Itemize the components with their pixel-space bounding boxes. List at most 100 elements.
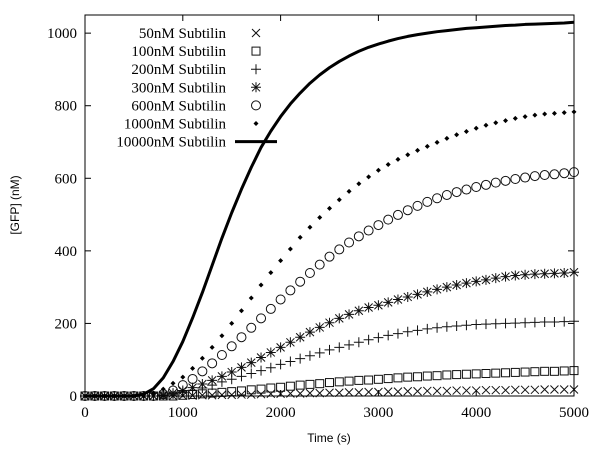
data-point-300nM — [275, 342, 286, 353]
data-point-600nM — [216, 349, 227, 360]
data-point-50nM — [393, 387, 403, 396]
legend-marker-star — [251, 82, 261, 93]
y-tick-label: 800 — [55, 99, 78, 115]
data-point-50nM — [246, 390, 256, 399]
data-point-200nM — [265, 362, 276, 373]
data-point-300nM — [383, 297, 394, 308]
data-point-600nM — [451, 187, 462, 198]
data-point-200nM — [246, 368, 257, 379]
data-point-1000nM — [346, 188, 352, 194]
data-point-300nM — [158, 389, 169, 400]
y-tick-label: 200 — [55, 316, 78, 332]
data-point-200nM — [500, 318, 511, 329]
x-tick-label: 5000 — [559, 405, 589, 421]
data-point-1000nM — [258, 282, 264, 288]
data-point-600nM — [520, 172, 531, 183]
data-point-200nM — [432, 322, 443, 333]
data-point-200nM — [344, 339, 355, 350]
y-axis-label: [GFP] (nM) — [8, 175, 22, 234]
data-point-1000nM — [366, 174, 372, 180]
data-point-1000nM — [248, 295, 254, 301]
data-point-1000nM — [209, 344, 215, 350]
data-point-300nM — [441, 282, 452, 293]
data-point-50nM — [520, 385, 530, 395]
data-point-1000nM — [395, 156, 401, 162]
data-point-300nM — [265, 347, 276, 358]
data-point-50nM — [207, 390, 217, 400]
data-point-50nM — [559, 385, 569, 394]
data-point-1000nM — [415, 147, 421, 153]
data-point-1000nM — [356, 181, 362, 187]
x-axis-label: Time (s) — [307, 431, 351, 445]
data-point-50nM — [452, 386, 461, 395]
data-point-600nM — [549, 169, 560, 180]
data-point-600nM — [197, 366, 208, 377]
data-point-300nM — [236, 362, 247, 373]
plot-marks — [80, 20, 579, 401]
data-point-1000nM — [522, 114, 528, 120]
legend-entry-600nM: 600nM Subtilin — [131, 98, 261, 114]
data-point-1000nM — [268, 270, 274, 276]
x-tick-label: 1000 — [168, 405, 198, 421]
data-point-300nM — [197, 379, 208, 390]
data-point-600nM — [422, 196, 433, 207]
data-point-1000nM — [493, 120, 499, 126]
data-point-300nM — [207, 375, 218, 386]
data-point-600nM — [490, 177, 501, 188]
data-point-100nM — [344, 376, 354, 386]
data-point-100nM — [383, 374, 393, 384]
legend-marker-square — [251, 46, 261, 56]
y-tick-label: 0 — [70, 389, 78, 405]
legend-label: 10000nM Subtilin — [116, 135, 226, 151]
data-point-50nM — [354, 388, 364, 397]
legend-label: 300nM Subtilin — [131, 80, 226, 96]
data-point-1000nM — [287, 246, 293, 252]
data-point-50nM — [217, 390, 227, 400]
data-point-1000nM — [238, 308, 244, 314]
data-point-1000nM — [199, 355, 205, 361]
data-point-300nM — [226, 367, 237, 378]
data-point-600nM — [559, 168, 570, 179]
data-point-300nM — [402, 291, 413, 302]
data-point-600nM — [441, 189, 452, 200]
data-point-1000nM — [278, 258, 284, 264]
legend-label: 50nM Subtilin — [139, 26, 227, 42]
data-point-200nM — [461, 320, 472, 331]
data-point-200nM — [285, 356, 296, 367]
data-point-300nM — [256, 352, 267, 363]
data-point-50nM — [530, 385, 540, 395]
axis-ticks: 0 1000 2000 3000 4000 5000 0 200 400 600 800 1000 — [47, 15, 589, 421]
legend-entry-1000nM: 1000nM Subtilin — [124, 117, 259, 133]
data-point-200nM — [392, 328, 403, 339]
data-point-1000nM — [385, 161, 391, 167]
data-point-300nM — [480, 274, 491, 285]
data-point-50nM — [383, 387, 393, 396]
data-point-600nM — [177, 380, 188, 391]
data-point-100nM — [540, 366, 550, 376]
data-point-100nM — [461, 369, 471, 379]
data-point-100nM — [246, 385, 256, 395]
data-point-100nM — [285, 381, 295, 391]
legend: 50nM Subtilin 100nM Subtilin 200nM Subtili… — [116, 26, 277, 151]
series-600nM — [80, 167, 579, 401]
data-point-100nM — [559, 366, 569, 376]
data-point-200nM — [412, 325, 423, 336]
legend-entry-300nM: 300nM Subtilin — [131, 80, 261, 96]
series-1000nM — [82, 109, 577, 399]
data-point-50nM — [403, 386, 413, 396]
data-point-600nM — [314, 259, 325, 270]
data-point-300nM — [295, 332, 306, 343]
data-point-100nM — [481, 369, 491, 379]
data-point-100nM — [530, 367, 540, 377]
data-point-1000nM — [473, 125, 479, 131]
legend-label: 600nM Subtilin — [131, 98, 226, 114]
data-point-1000nM — [434, 139, 440, 145]
data-point-50nM — [481, 385, 491, 395]
data-point-200nM — [441, 321, 452, 332]
data-point-50nM — [510, 385, 520, 395]
data-point-200nM — [539, 316, 550, 327]
data-point-1000nM — [229, 320, 235, 326]
data-point-300nM — [344, 309, 355, 320]
data-point-50nM — [325, 388, 334, 398]
